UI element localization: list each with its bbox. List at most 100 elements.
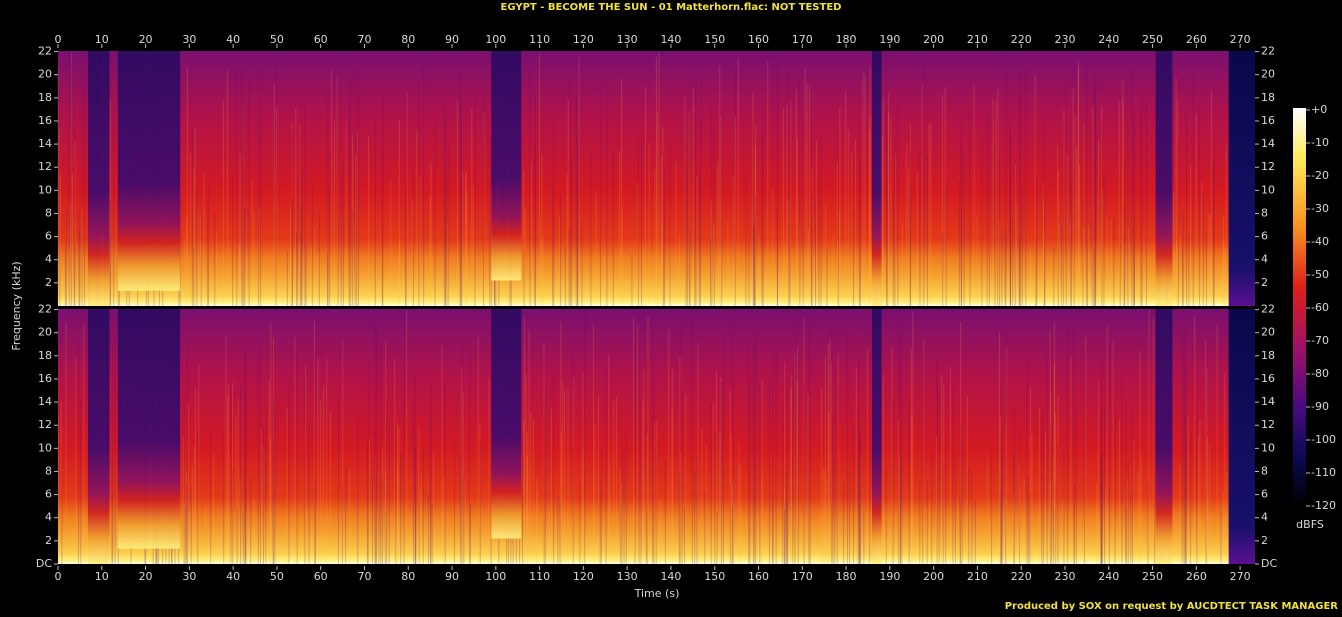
y-tick-label: 18 [38, 349, 52, 362]
y-tick-label: 18 [1261, 349, 1275, 362]
y-tick-label: 8 [1261, 206, 1268, 219]
x-tick-label: 230 [1054, 33, 1075, 46]
x-tick-label: 40 [226, 570, 240, 583]
colorbar-tick-label: +0 [1311, 103, 1327, 116]
y-tick-label: 8 [45, 464, 52, 477]
spectrogram [58, 51, 1255, 306]
x-tick-label: 160 [748, 33, 769, 46]
y-tick-label: 18 [1261, 91, 1275, 104]
x-tick-label: 110 [529, 570, 550, 583]
x-tick-label: 170 [792, 570, 813, 583]
footer: Produced by SOX on request by AUCDTECT T… [1005, 601, 1339, 612]
y-tick-label: 6 [45, 488, 52, 501]
y-tick-label: 8 [45, 206, 52, 219]
colorbar-tick-label: -10 [1311, 136, 1329, 149]
x-tick-label: 240 [1098, 33, 1119, 46]
y-tick-label: 12 [1261, 418, 1275, 431]
chart-title: EGYPT - BECOME THE SUN - 01 Matterhorn.f… [501, 2, 842, 13]
quiet-region [871, 309, 882, 564]
x-tick-label: 170 [792, 33, 813, 46]
y-tick-label: 12 [38, 418, 52, 431]
y-tick-label: 14 [1261, 395, 1275, 408]
colorbar-label: dBFS [1296, 518, 1324, 531]
quiet-region [1155, 51, 1173, 306]
x-tick-label: 10 [95, 570, 109, 583]
x-tick-label: 260 [1186, 570, 1207, 583]
y-tick-label: 16 [38, 114, 52, 127]
x-tick-label: 90 [445, 570, 459, 583]
x-tick-label: 60 [314, 570, 328, 583]
y-tick-label: 22 [38, 45, 52, 58]
x-tick-label: 220 [1011, 570, 1032, 583]
x-tick-label: 250 [1142, 33, 1163, 46]
y-tick-label: 4 [45, 253, 52, 266]
y-tick-label: 10 [1261, 441, 1275, 454]
x-tick-label: 0 [55, 570, 62, 583]
colorbar-tick-label: -60 [1311, 301, 1329, 314]
y-tick-label: 14 [1261, 137, 1275, 150]
x-tick-label: 150 [704, 33, 725, 46]
y-tick-label: 6 [45, 230, 52, 243]
x-tick-label: 90 [445, 33, 459, 46]
x-tick-label: 260 [1186, 33, 1207, 46]
quiet-region [87, 309, 110, 564]
quiet-region [117, 51, 181, 291]
colorbar-tick-label: -70 [1311, 334, 1329, 347]
x-tick-label: 180 [836, 570, 857, 583]
x-tick-label: 30 [182, 33, 196, 46]
quiet-region [1155, 309, 1173, 564]
y-tick-label: 2 [45, 534, 52, 547]
x-tick-label: 40 [226, 33, 240, 46]
x-tick-label: 10 [95, 33, 109, 46]
y-tick-label: 16 [1261, 114, 1275, 127]
x-tick-label: 70 [357, 33, 371, 46]
x-tick-label: 270 [1230, 33, 1251, 46]
x-tick-label: 50 [270, 33, 284, 46]
y-tick-label: 2 [1261, 276, 1268, 289]
x-tick-label: 200 [923, 33, 944, 46]
x-tick-label: 80 [401, 33, 415, 46]
y-tick-label: 6 [1261, 488, 1268, 501]
x-tick-label: 30 [182, 570, 196, 583]
y-tick-label: 4 [1261, 253, 1268, 266]
y-tick-label: 12 [1261, 160, 1275, 173]
quiet-region [491, 309, 522, 539]
x-tick-label: 50 [270, 570, 284, 583]
x-tick-label: 160 [748, 570, 769, 583]
colorbar-tick-label: -110 [1311, 466, 1336, 479]
y-tick-label: 22 [1261, 303, 1275, 316]
x-tick-label: 20 [139, 33, 153, 46]
quiet-region [871, 51, 882, 306]
y-tick-label: 16 [38, 372, 52, 385]
colorbar-tick-label: -50 [1311, 268, 1329, 281]
y-tick-label: 20 [1261, 68, 1275, 81]
y-tick-label: 8 [1261, 464, 1268, 477]
y-tick-label: 18 [38, 91, 52, 104]
x-tick-label: 200 [923, 570, 944, 583]
quiet-region [87, 51, 110, 306]
x-tick-label: 0 [55, 33, 62, 46]
colorbar-tick-label: -20 [1311, 169, 1329, 182]
x-tick-label: 120 [573, 570, 594, 583]
x-tick-label: 150 [704, 570, 725, 583]
y-tick-label: 4 [1261, 511, 1268, 524]
x-axis-label: Time (s) [634, 587, 680, 600]
x-tick-label: 130 [617, 570, 638, 583]
x-tick-label: 180 [836, 33, 857, 46]
y-tick-label: 6 [1261, 230, 1268, 243]
y-tick-label: 10 [38, 441, 52, 454]
colorbar-tick-label: -80 [1311, 367, 1329, 380]
x-tick-label: 100 [485, 33, 506, 46]
x-tick-label: 70 [357, 570, 371, 583]
colorbar [1293, 108, 1306, 506]
x-tick-label: 220 [1011, 33, 1032, 46]
y-axis-label: Frequency (kHz) [10, 261, 23, 350]
x-tick-label: 190 [879, 570, 900, 583]
x-tick-label: 210 [967, 33, 988, 46]
quiet-region [117, 309, 181, 549]
x-tick-label: 100 [485, 570, 506, 583]
y-tick-label: 2 [1261, 534, 1268, 547]
y-tick-label: 4 [45, 511, 52, 524]
x-tick-label: 20 [139, 570, 153, 583]
